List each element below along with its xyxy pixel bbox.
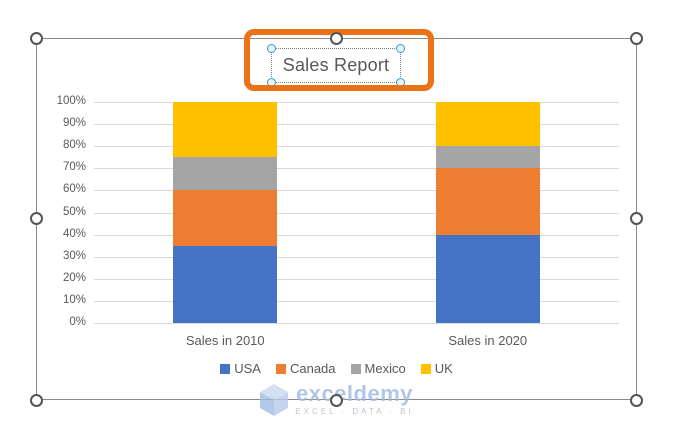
bar-segment-usa[interactable]: [435, 234, 540, 323]
category-label[interactable]: Sales in 2020: [448, 333, 528, 348]
x-axis-labels[interactable]: Sales in 2010 Sales in 2020: [94, 333, 619, 349]
legend-swatch: [220, 363, 231, 374]
y-tick-label: 80%: [62, 139, 86, 152]
y-axis-labels[interactable]: 0% 10% 20% 30% 40% 50% 60% 70% 80% 90% 100%: [37, 95, 89, 328]
chart-title[interactable]: Sales Report: [282, 55, 390, 75]
bar-column-1[interactable]: [173, 102, 278, 323]
bar-segment-uk[interactable]: [173, 102, 278, 158]
gridline: [94, 278, 619, 280]
chart-object[interactable]: 0% 10% 20% 30% 40% 50% 60% 70% 80% 90% 100% Sales …: [36, 29, 637, 416]
gridline: [94, 190, 619, 192]
plot-area: [94, 102, 619, 324]
y-tick-label: 40%: [62, 227, 86, 240]
chart-legend[interactable]: USA Canada Mexico UK: [37, 361, 636, 376]
legend-label: Canada: [289, 361, 336, 376]
bar-column-2[interactable]: [435, 102, 540, 323]
legend-swatch: [275, 363, 286, 374]
gridline: [94, 256, 619, 258]
title-resize-handle-top-right[interactable]: [396, 44, 405, 53]
chart-resize-handle-bottom-right[interactable]: [630, 394, 643, 407]
chart-resize-handle-bottom-left[interactable]: [30, 394, 43, 407]
gridline: [94, 323, 619, 324]
y-tick-label: 0%: [69, 316, 86, 328]
y-tick-label: 90%: [62, 117, 86, 130]
chart-resize-handle-top-center[interactable]: [330, 32, 343, 45]
legend-item-mexico[interactable]: Mexico: [350, 361, 406, 376]
bar-segment-mexico[interactable]: [435, 146, 540, 169]
bar-segment-mexico[interactable]: [173, 157, 278, 191]
category-label[interactable]: Sales in 2010: [185, 333, 265, 348]
chart-title-selection[interactable]: Sales Report: [267, 44, 405, 87]
chart-resize-handle-middle-right[interactable]: [630, 212, 643, 225]
watermark-tagline: EXCEL · DATA · BI: [295, 407, 414, 416]
gridline: [94, 124, 619, 126]
gridline: [94, 146, 619, 148]
y-tick-label: 30%: [62, 249, 86, 262]
bars-layer: [94, 102, 619, 323]
legend-item-usa[interactable]: USA: [220, 361, 261, 376]
bar-segment-canada[interactable]: [173, 190, 278, 246]
y-tick-label: 70%: [62, 161, 86, 174]
y-tick-label: 60%: [62, 183, 86, 196]
bar-segment-canada[interactable]: [435, 168, 540, 235]
title-resize-handle-top-left[interactable]: [267, 44, 276, 53]
legend-label: UK: [434, 361, 453, 376]
bar-segment-uk[interactable]: [435, 102, 540, 147]
gridline: [94, 300, 619, 302]
legend-swatch: [420, 363, 431, 374]
chart-resize-handle-bottom-center[interactable]: [330, 394, 343, 407]
legend-swatch: [350, 363, 361, 374]
chart-resize-handle-top-left[interactable]: [30, 32, 43, 45]
watermark-brand: exceldemy: [295, 381, 413, 406]
legend-label: USA: [234, 361, 261, 376]
y-tick-label: 20%: [62, 271, 86, 284]
gridline: [94, 102, 619, 103]
bar-segment-usa[interactable]: [173, 245, 278, 323]
legend-label: Mexico: [364, 361, 406, 376]
chart-resize-handle-middle-left[interactable]: [30, 212, 43, 225]
legend-item-uk[interactable]: UK: [420, 361, 453, 376]
gridline: [94, 212, 619, 214]
y-tick-label: 10%: [62, 293, 86, 306]
exceldemy-cube-logo: [260, 384, 289, 416]
gridline: [94, 168, 619, 170]
y-tick-label: 50%: [62, 205, 86, 218]
legend-item-canada[interactable]: Canada: [275, 361, 336, 376]
y-tick-label: 100%: [56, 95, 86, 107]
gridline: [94, 234, 619, 236]
chart-resize-handle-top-right[interactable]: [630, 32, 643, 45]
